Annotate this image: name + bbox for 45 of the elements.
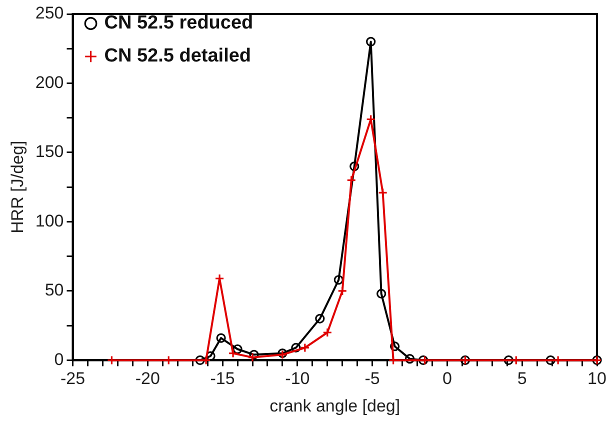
x-axis-title: crank angle [deg] xyxy=(270,396,400,416)
x-tick-label: -10 xyxy=(285,369,310,388)
point xyxy=(388,355,398,365)
x-tick-label: -15 xyxy=(210,369,235,388)
point xyxy=(216,333,226,343)
point xyxy=(164,355,174,365)
point xyxy=(553,355,563,365)
point xyxy=(248,352,258,362)
point xyxy=(232,344,242,354)
point xyxy=(390,342,400,352)
point xyxy=(404,354,415,364)
x-tick-label: -25 xyxy=(60,369,86,388)
y-tick-label: 100 xyxy=(35,211,64,230)
point xyxy=(291,342,301,353)
y-tick-label: 150 xyxy=(35,142,64,162)
point xyxy=(249,350,259,360)
point xyxy=(378,188,388,198)
x-tick-label: 10 xyxy=(588,369,606,388)
point xyxy=(300,342,310,353)
y-tick-label: 200 xyxy=(35,72,64,92)
point xyxy=(346,175,356,185)
point xyxy=(322,328,332,338)
point xyxy=(376,288,386,299)
y-tick-label: 250 xyxy=(35,4,64,23)
y-tick-label: 0 xyxy=(54,350,64,369)
point xyxy=(338,286,348,296)
x-tick-label: -5 xyxy=(364,369,380,388)
point xyxy=(511,355,521,365)
point xyxy=(195,355,205,365)
point xyxy=(366,36,376,46)
x-tick-label: 5 xyxy=(517,369,527,388)
x-tick-label: -20 xyxy=(135,369,160,388)
point xyxy=(504,355,514,365)
y-tick-label: 50 xyxy=(44,280,64,300)
x-tick-label: 0 xyxy=(442,369,452,388)
legend-label: CN 52.5 detailed xyxy=(104,46,252,67)
point xyxy=(315,314,325,324)
point xyxy=(201,355,211,365)
point xyxy=(546,355,556,365)
point xyxy=(106,355,117,365)
point xyxy=(350,162,360,172)
point xyxy=(334,275,344,285)
legend-label: CN 52.5 reduced xyxy=(104,12,254,34)
point xyxy=(228,348,238,358)
y-axis-title: HRR [J/deg] xyxy=(8,140,27,234)
